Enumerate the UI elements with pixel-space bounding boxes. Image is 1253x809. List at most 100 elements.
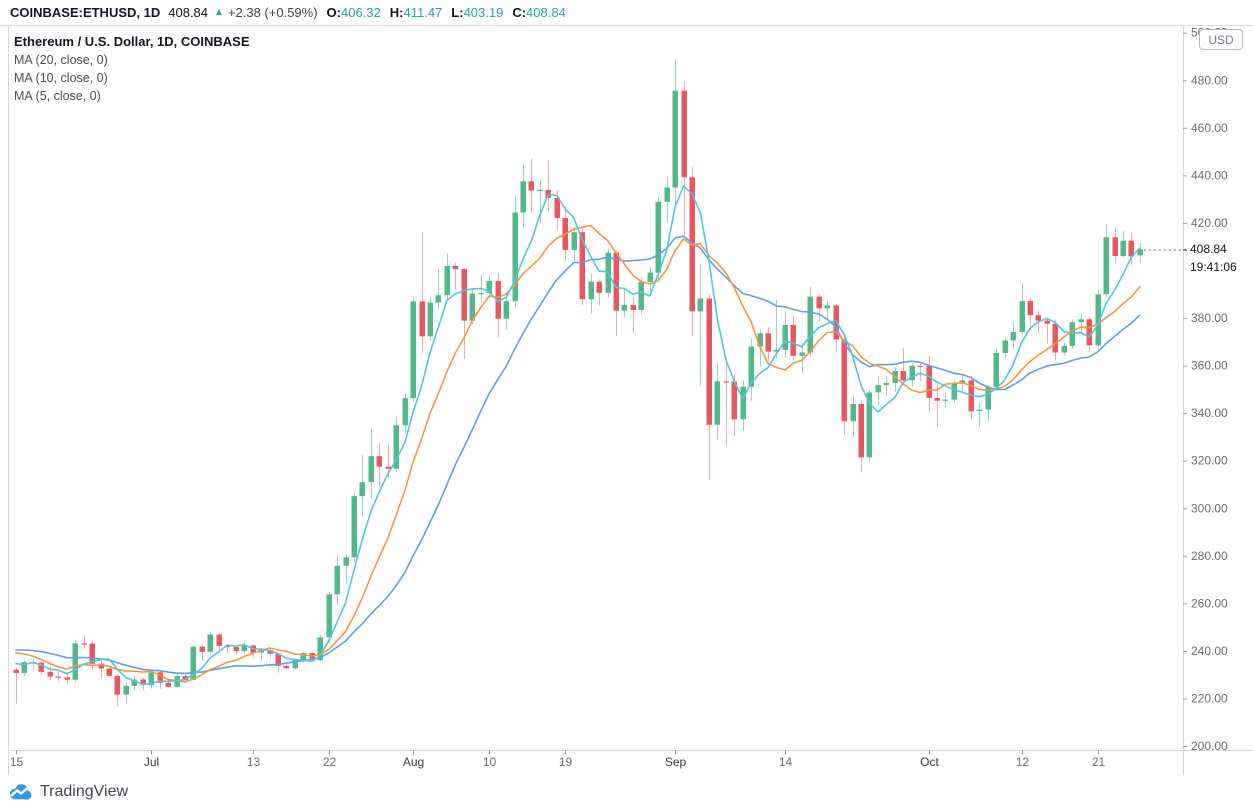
candle[interactable] [985, 387, 992, 410]
candle[interactable] [1002, 340, 1009, 353]
legend-ma20[interactable]: MA (20, close, 0) [14, 53, 108, 67]
candle[interactable] [926, 366, 933, 398]
legend-symbol-title[interactable]: Ethereum / U.S. Dollar, 1D, COINBASE [14, 34, 250, 49]
candle[interactable] [21, 662, 28, 674]
candle[interactable] [900, 371, 907, 381]
candle[interactable] [588, 281, 595, 300]
candle[interactable] [13, 669, 20, 674]
candle[interactable] [114, 675, 121, 695]
candle[interactable] [537, 189, 544, 192]
candle[interactable] [638, 281, 645, 310]
candle[interactable] [427, 302, 434, 337]
candle[interactable] [714, 381, 721, 425]
candle[interactable] [292, 659, 299, 669]
candle[interactable] [883, 382, 890, 386]
currency-unit-badge[interactable]: USD [1199, 29, 1243, 50]
candle[interactable] [681, 90, 688, 178]
candle[interactable] [1128, 240, 1135, 257]
candle[interactable] [495, 280, 502, 319]
candle[interactable] [233, 647, 240, 652]
ma10-line[interactable] [15, 224, 1141, 683]
candle[interactable] [934, 397, 941, 401]
candle[interactable] [655, 201, 662, 273]
candle[interactable] [706, 298, 713, 425]
candle[interactable] [38, 662, 45, 672]
candle[interactable] [596, 281, 603, 293]
candle[interactable] [858, 403, 865, 458]
candle[interactable] [773, 349, 780, 352]
candle[interactable] [520, 181, 527, 213]
candle[interactable] [959, 380, 966, 384]
candle[interactable] [1137, 249, 1144, 256]
candle[interactable] [993, 352, 1000, 388]
candle[interactable] [469, 293, 476, 321]
candle[interactable] [748, 346, 755, 387]
candle[interactable] [697, 298, 704, 312]
candle[interactable] [1019, 300, 1026, 333]
candle[interactable] [47, 671, 54, 677]
candle[interactable] [241, 645, 248, 652]
candle[interactable] [410, 301, 417, 399]
price-axis[interactable]: 500.00480.00460.00440.00420.00380.00360.… [1143, 26, 1228, 753]
candle[interactable] [1052, 323, 1059, 353]
tradingview-cloud-icon[interactable] [8, 782, 33, 802]
candle[interactable] [98, 663, 105, 669]
candle[interactable] [621, 304, 628, 311]
candle[interactable] [267, 650, 274, 654]
candle[interactable] [951, 383, 958, 400]
candle[interactable] [765, 333, 772, 352]
candle[interactable] [300, 653, 307, 660]
candle[interactable] [419, 301, 426, 337]
candle[interactable] [816, 296, 823, 309]
candle[interactable] [613, 252, 620, 311]
candle[interactable] [402, 398, 409, 426]
candle[interactable] [841, 339, 848, 422]
candle[interactable] [723, 381, 730, 383]
candle[interactable] [199, 646, 206, 652]
ma5-line[interactable] [15, 185, 1141, 686]
candle[interactable] [376, 456, 383, 467]
candle[interactable] [317, 637, 324, 661]
candle[interactable] [216, 634, 223, 646]
legend-ma10[interactable]: MA (10, close, 0) [14, 71, 108, 85]
candle[interactable] [1103, 237, 1110, 295]
candle[interactable] [1086, 319, 1093, 346]
candle[interactable] [157, 672, 164, 683]
candle[interactable] [647, 272, 654, 282]
candle[interactable] [1044, 320, 1051, 324]
candle[interactable] [1035, 315, 1042, 321]
candle[interactable] [64, 677, 71, 680]
candle[interactable] [343, 557, 350, 566]
candle[interactable] [224, 645, 231, 648]
candle[interactable] [807, 296, 814, 353]
candle[interactable] [731, 381, 738, 420]
candle[interactable] [630, 304, 637, 310]
candle[interactable] [866, 392, 873, 458]
candle[interactable] [554, 197, 561, 218]
candle[interactable] [824, 305, 831, 309]
candle[interactable] [106, 668, 113, 676]
time-axis[interactable]: 15 Jul 13 22 Aug 10 19 Sep 14 Oct 12 21 [10, 750, 1106, 769]
candle[interactable] [131, 679, 138, 686]
candle[interactable] [942, 399, 949, 401]
candle[interactable] [512, 212, 519, 302]
candle[interactable] [528, 181, 535, 191]
legend-ma5[interactable]: MA (5, close, 0) [14, 89, 101, 103]
candle[interactable] [757, 333, 764, 347]
candle[interactable] [190, 646, 197, 680]
ma20-line[interactable] [15, 235, 1141, 675]
candle[interactable] [72, 643, 79, 680]
candle[interactable] [579, 232, 586, 300]
candle[interactable] [917, 365, 924, 368]
candle[interactable] [486, 280, 493, 294]
candle[interactable] [123, 685, 130, 695]
candle[interactable] [976, 409, 983, 412]
candle[interactable] [55, 676, 62, 678]
candle[interactable] [740, 386, 747, 420]
candle[interactable] [1120, 240, 1127, 256]
candle[interactable] [334, 565, 341, 595]
candle[interactable] [148, 672, 155, 686]
candle[interactable] [1069, 322, 1076, 346]
candle[interactable] [258, 650, 265, 653]
candle[interactable] [478, 293, 485, 295]
